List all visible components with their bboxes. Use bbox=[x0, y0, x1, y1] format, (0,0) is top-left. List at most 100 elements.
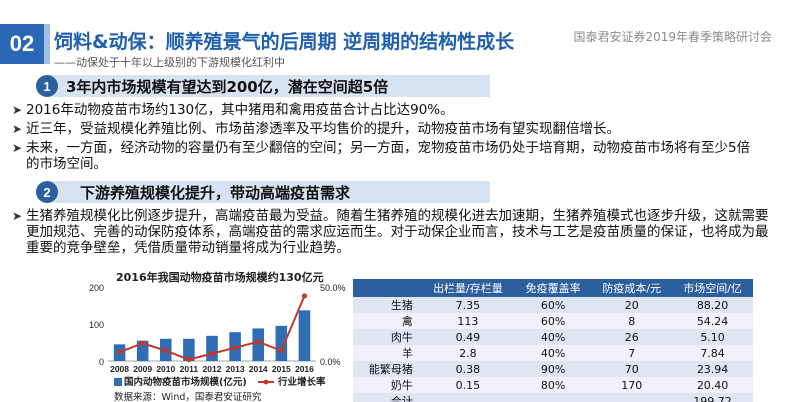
table-cell: 88.20 bbox=[672, 297, 753, 313]
table-cell: 7 bbox=[591, 345, 673, 361]
growth-rate-point bbox=[186, 356, 192, 363]
table-cell: 80% bbox=[515, 377, 592, 393]
bar bbox=[252, 328, 264, 361]
table-row-total: 合计 199.72 bbox=[353, 393, 753, 402]
table-cell: 60% bbox=[515, 297, 592, 313]
x-tick-label: 2016 bbox=[295, 364, 314, 374]
column-header bbox=[353, 279, 421, 297]
table-cell: 5.10 bbox=[672, 329, 753, 345]
bar bbox=[275, 325, 288, 361]
x-tick-label: 2015 bbox=[272, 364, 291, 374]
bullet-text: 2016年动物疫苗市场约130亿，其中猪用和禽用疫苗合计占比达90%。 bbox=[26, 102, 454, 118]
table-row: 生猪 7.35 60% 20 88.20 bbox=[353, 297, 753, 313]
bullet-text: 生猪养殖规模化比例逐步提升，高端疫苗最为受益。随着生猪养殖的规模化进去加速期，生… bbox=[26, 208, 769, 256]
table-cell bbox=[515, 393, 592, 402]
x-tick-label: 2010 bbox=[156, 364, 175, 374]
table-row: 奶牛 0.15 80% 170 20.40 bbox=[353, 377, 753, 393]
column-header: 防疫成本/元 bbox=[591, 279, 673, 297]
bullet-arrow-icon: ➤ bbox=[12, 122, 23, 136]
legend-line-label: 行业增长率 bbox=[277, 376, 326, 388]
row-label: 奶牛 bbox=[353, 377, 421, 393]
left-axis-tick-label: 200 bbox=[89, 283, 104, 293]
table-cell: 26 bbox=[591, 329, 673, 345]
slide-title: 饲料&动保：顺养殖景气的后周期 逆周期的结构性成长 bbox=[54, 31, 515, 53]
bar bbox=[183, 338, 195, 361]
section-2-header bbox=[48, 181, 490, 203]
growth-rate-point bbox=[116, 349, 123, 355]
growth-rate-point bbox=[232, 345, 238, 351]
growth-rate-point bbox=[163, 348, 169, 354]
table-cell: 54.24 bbox=[672, 313, 753, 329]
bullet-arrow-icon: ➤ bbox=[12, 103, 23, 117]
section-1-header bbox=[48, 75, 490, 97]
market-size-chart: 0 100 200 0.0% 50.0% 2008 2009 2010 2011 2012 2013… bbox=[89, 283, 346, 402]
bullet-4: ➤ 生猪养殖规模化比例逐步提升，高端疫苗最为受益。随着生猪养殖的规模化进去加速期… bbox=[12, 208, 772, 256]
row-label: 肉牛 bbox=[353, 329, 421, 345]
table-cell bbox=[420, 393, 515, 402]
x-tick-label: 2011 bbox=[180, 364, 199, 374]
column-header: 市场空间/亿 bbox=[672, 279, 753, 297]
right-axis-tick-label: 50.0% bbox=[320, 283, 346, 293]
bullet-arrow-icon: ➤ bbox=[12, 209, 23, 223]
bullet-text: 未来，一方面，经济动物的容量仍有至少翻倍的空间；另一方面，宠物疫苗市场仍处于培育… bbox=[26, 140, 751, 172]
table-cell bbox=[591, 393, 673, 402]
table-cell: 2.8 bbox=[420, 345, 515, 361]
table-cell: 90% bbox=[515, 361, 592, 377]
table-cell: 0.38 bbox=[420, 361, 515, 377]
table-cell: 23.94 bbox=[672, 361, 753, 377]
table-cell: 8 bbox=[591, 313, 673, 329]
section-number-badge: 02 bbox=[0, 24, 44, 64]
table-cell: 40% bbox=[515, 345, 592, 361]
table-cell: 7.84 bbox=[672, 345, 753, 361]
section-1-heading: 3年内市场规模有望达到200亿，潜在空间超5倍 bbox=[66, 78, 389, 96]
legend-line-marker bbox=[263, 379, 269, 385]
bullet-1: ➤ 2016年动物疫苗市场约130亿，其中猪用和禽用疫苗合计占比达90%。 bbox=[12, 102, 772, 118]
table-cell: 20.40 bbox=[672, 377, 753, 393]
slide-subtitle: ——动保处于十年以上级别的下游规模化红利中 bbox=[54, 56, 285, 69]
bar bbox=[298, 310, 311, 361]
table-cell: 70 bbox=[591, 361, 673, 377]
table-cell: 0.49 bbox=[420, 329, 515, 345]
left-axis-tick-label: 100 bbox=[89, 320, 104, 330]
right-axis-tick-label: 0.0% bbox=[320, 357, 341, 367]
row-label: 生猪 bbox=[353, 297, 421, 313]
section-1-number: 1 bbox=[36, 75, 58, 97]
table-cell: 170 bbox=[591, 377, 673, 393]
slide-header: 02 饲料&动保：顺养殖景气的后周期 逆周期的结构性成长 国泰君安证券2019年… bbox=[0, 0, 800, 76]
growth-rate-point bbox=[209, 351, 215, 357]
row-label: 合计 bbox=[353, 393, 421, 402]
row-label: 羊 bbox=[353, 345, 421, 361]
row-label: 能繁母猪 bbox=[353, 361, 421, 377]
x-tick-label: 2014 bbox=[249, 364, 268, 374]
bar bbox=[206, 335, 218, 361]
table-row: 羊 2.8 40% 7 7.84 bbox=[353, 345, 753, 361]
x-tick-label: 2012 bbox=[203, 364, 222, 374]
table-cell: 113 bbox=[420, 313, 515, 329]
table-row: 能繁母猪 0.38 90% 70 23.94 bbox=[353, 361, 753, 377]
table-cell: 20 bbox=[591, 297, 673, 313]
x-tick-label: 2013 bbox=[226, 364, 245, 374]
bar bbox=[136, 340, 149, 361]
growth-rate-point bbox=[301, 293, 308, 299]
legend-bar-swatch bbox=[114, 378, 122, 386]
table-cell: 199.72 bbox=[672, 393, 753, 402]
table-cell: 7.35 bbox=[420, 297, 515, 313]
row-label: 禽 bbox=[353, 313, 421, 329]
column-header: 出栏量/存栏量 bbox=[420, 279, 515, 297]
growth-rate-point bbox=[278, 348, 284, 354]
market-space-table: 出栏量/存栏量 免疫覆盖率 防疫成本/元 市场空间/亿 生猪 7.35 60% … bbox=[353, 279, 753, 402]
growth-rate-point bbox=[255, 339, 261, 345]
growth-rate-point bbox=[140, 340, 146, 346]
table-cell: 40% bbox=[515, 329, 592, 345]
table-header-row: 出栏量/存栏量 免疫覆盖率 防疫成本/元 市场空间/亿 bbox=[353, 279, 753, 297]
table-row: 禽 113 60% 8 54.24 bbox=[353, 313, 753, 329]
bullet-text: 近三年，受益规模化养殖比例、市场苗渗透率及平均售价的提升，动物疫苗市场有望实现翻… bbox=[26, 121, 620, 137]
table-cell: 60% bbox=[515, 313, 592, 329]
bullet-3: ➤ 未来，一方面，经济动物的容量仍有至少翻倍的空间；另一方面，宠物疫苗市场仍处于… bbox=[12, 140, 760, 172]
x-tick-label: 2008 bbox=[110, 364, 129, 374]
table-row: 肉牛 0.49 40% 26 5.10 bbox=[353, 329, 753, 345]
bullet-arrow-icon: ➤ bbox=[12, 141, 23, 155]
column-header: 免疫覆盖率 bbox=[515, 279, 592, 297]
legend-bar-label: 国内动物疫苗市场规模(亿元) bbox=[124, 376, 247, 388]
organization-label: 国泰君安证券2019年春季策略研讨会 bbox=[573, 30, 772, 44]
